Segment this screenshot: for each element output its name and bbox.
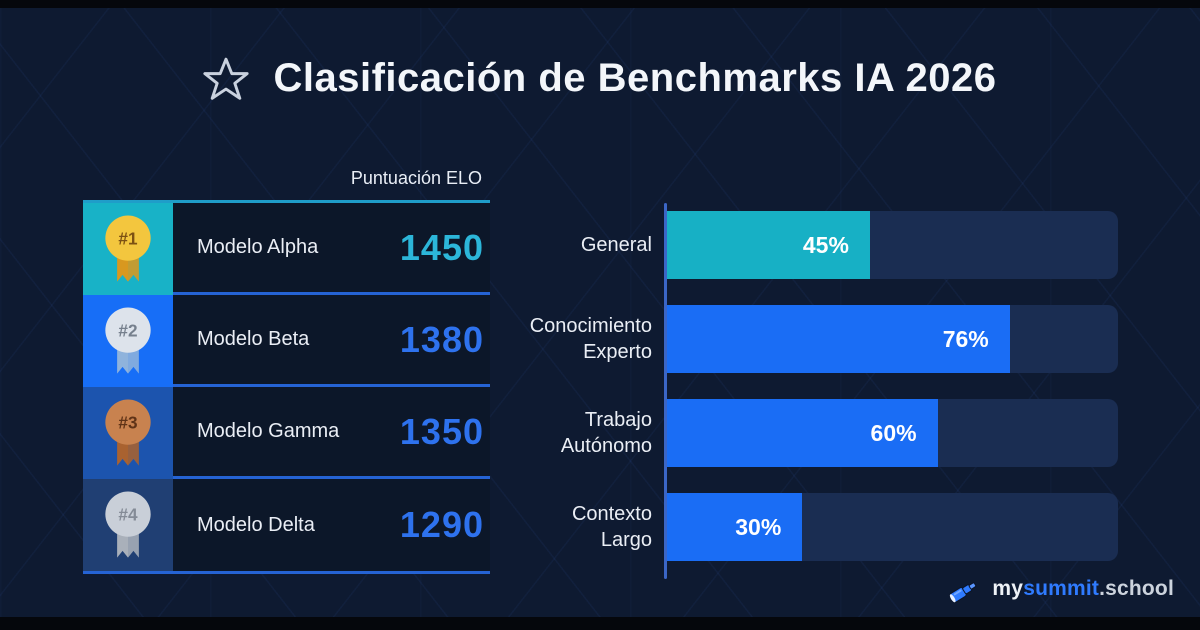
model-name: Modelo Gamma [197, 420, 340, 442]
rank-accent-block: #1 [83, 203, 173, 295]
svg-text:#2: #2 [118, 320, 137, 340]
svg-text:#1: #1 [118, 228, 138, 248]
elo-score: 1290 [399, 504, 484, 545]
model-name: Modelo Beta [197, 328, 310, 350]
rank-accent-block: #2 [83, 295, 173, 387]
chart-y-axis [664, 203, 667, 579]
model-name: Modelo Alpha [197, 236, 319, 258]
bar-row: Trabajo Autónomo 60% [520, 399, 1118, 467]
svg-text:#3: #3 [118, 412, 137, 432]
ranking-row: Modelo Beta 1380 [173, 295, 490, 387]
bar-category-label: General [580, 234, 652, 256]
title-row: Clasificación de Benchmarks IA 2026 [0, 56, 1200, 101]
bar-value-label: 30% [735, 513, 782, 540]
bar-value-label: 60% [870, 419, 917, 446]
medal-icon: #4 [105, 491, 151, 558]
bar-value-label: 76% [942, 325, 989, 352]
medal-column: #1 #2 #3 #4 [83, 203, 173, 571]
ranking-column-header: Puntuación ELO [350, 168, 482, 188]
bar-row: General 45% [520, 211, 1118, 279]
bar-value-label: 45% [802, 231, 849, 258]
ranking-row: Modelo Alpha 1450 [173, 203, 490, 295]
bar-row: Contexto Largo 30% [520, 493, 1118, 561]
rank-accent-block: #4 [83, 479, 173, 571]
page-title: Clasificación de Benchmarks IA 2026 [273, 56, 997, 100]
wordmark-prefix: my [992, 577, 1024, 600]
wordmark-highlight: summit [1023, 577, 1100, 600]
bar-row: Conocimiento Experto 76% [520, 305, 1118, 373]
bar-fill: 30% [667, 493, 803, 561]
wordmark-suffix: .school [1099, 577, 1174, 600]
top-letterbox-bar [0, 0, 1200, 8]
medal-icon: #3 [105, 399, 151, 466]
star-outline-icon [203, 57, 250, 100]
bars-container: General 45% Conocimiento Experto 76% Tra… [520, 211, 1118, 561]
bar-category-label: Trabajo Autónomo [560, 409, 652, 457]
bar-fill: 60% [667, 399, 938, 467]
telescope-icon [949, 582, 977, 603]
ranking-rows-column: Modelo Alpha 1450 Modelo Beta 1380 Model… [173, 203, 490, 571]
svg-text:#4: #4 [118, 504, 138, 524]
medal-icon: #1 [105, 215, 151, 282]
bar-track: 45% [667, 211, 1118, 279]
model-name: Modelo Delta [197, 513, 315, 536]
wordmark: mysummit.school [992, 577, 1174, 601]
ranking-table: #1 #2 #3 #4 [83, 200, 490, 574]
bar-track: 76% [667, 305, 1118, 373]
bar-category-label: Contexto Largo [571, 503, 652, 551]
bar-fill: 76% [667, 305, 1010, 373]
ranking-row: Modelo Gamma 1350 [173, 387, 490, 479]
ranking-panel: Puntuación ELO #1 #2 [83, 168, 490, 574]
bar-category-label: Conocimiento Experto [529, 315, 652, 363]
rank-accent-block: #3 [83, 387, 173, 479]
elo-score: 1350 [399, 410, 484, 452]
bar-fill: 45% [667, 211, 870, 279]
ranking-row: Modelo Delta 1290 [173, 479, 490, 571]
bar-track: 60% [667, 399, 1118, 467]
branding-logo: mysummit.school [947, 574, 1174, 604]
elo-score: 1450 [399, 226, 484, 268]
bar-track: 30% [667, 493, 1118, 561]
benchmark-bar-chart: General 45% Conocimiento Experto 76% Tra… [520, 203, 1118, 579]
bottom-letterbox-bar [0, 617, 1200, 630]
elo-score: 1380 [399, 318, 484, 360]
medal-icon: #2 [105, 307, 151, 374]
